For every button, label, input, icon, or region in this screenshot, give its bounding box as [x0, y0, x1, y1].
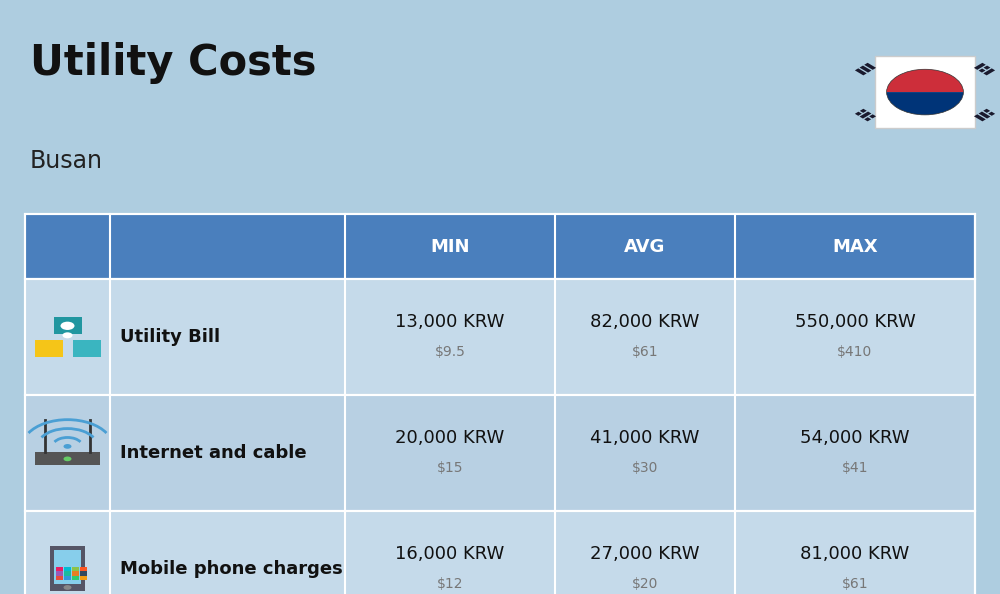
Text: $61: $61 — [632, 345, 658, 359]
Bar — [25, 511, 975, 594]
Bar — [80, 576, 87, 580]
Circle shape — [62, 332, 73, 339]
Bar — [35, 340, 63, 356]
Text: 16,000 KRW: 16,000 KRW — [395, 545, 505, 563]
Text: $12: $12 — [437, 577, 463, 591]
Bar — [56, 571, 63, 576]
Bar — [80, 567, 87, 571]
Circle shape — [64, 456, 72, 461]
Bar — [869, 114, 876, 118]
Circle shape — [64, 585, 72, 590]
Bar — [860, 109, 867, 113]
Text: MAX: MAX — [832, 238, 878, 255]
Bar — [979, 112, 990, 119]
Bar — [983, 68, 995, 75]
Bar — [864, 117, 871, 121]
Bar — [54, 317, 82, 334]
Text: Utility Bill: Utility Bill — [120, 328, 220, 346]
Text: $30: $30 — [632, 461, 658, 475]
Text: 81,000 KRW: 81,000 KRW — [800, 545, 910, 563]
Text: 82,000 KRW: 82,000 KRW — [590, 313, 700, 331]
Text: 27,000 KRW: 27,000 KRW — [590, 545, 700, 563]
Text: 20,000 KRW: 20,000 KRW — [395, 429, 505, 447]
Bar — [64, 576, 71, 580]
Bar — [72, 576, 79, 580]
Bar — [72, 567, 79, 571]
Wedge shape — [887, 69, 963, 92]
FancyBboxPatch shape — [875, 56, 975, 128]
Circle shape — [64, 444, 72, 449]
Bar — [860, 112, 871, 119]
Bar — [72, 571, 79, 576]
Bar — [25, 279, 975, 395]
Bar — [855, 112, 862, 116]
Bar — [984, 65, 990, 69]
Bar — [864, 63, 876, 70]
Bar — [974, 114, 986, 121]
Bar — [974, 63, 986, 70]
Bar — [50, 546, 85, 591]
Text: $61: $61 — [842, 577, 868, 591]
Circle shape — [915, 98, 935, 109]
Bar — [855, 68, 867, 75]
Bar — [25, 395, 975, 511]
Bar — [56, 567, 63, 571]
Bar — [64, 567, 71, 571]
Bar — [983, 109, 990, 113]
Bar — [860, 65, 871, 72]
Text: $9.5: $9.5 — [435, 345, 465, 359]
Bar — [979, 68, 986, 72]
Text: Busan: Busan — [30, 148, 103, 172]
Text: 550,000 KRW: 550,000 KRW — [795, 313, 915, 331]
Bar — [988, 112, 995, 116]
Bar — [56, 576, 63, 580]
Text: $15: $15 — [437, 461, 463, 475]
Bar — [25, 214, 975, 279]
Text: Internet and cable: Internet and cable — [120, 444, 307, 462]
Text: $41: $41 — [842, 461, 868, 475]
Text: MIN: MIN — [430, 238, 470, 255]
Wedge shape — [887, 92, 963, 115]
Bar — [35, 453, 100, 466]
Bar — [73, 340, 101, 356]
Bar — [80, 571, 87, 576]
Text: $20: $20 — [632, 577, 658, 591]
Bar — [54, 550, 81, 584]
Text: Utility Costs: Utility Costs — [30, 42, 316, 84]
Text: 41,000 KRW: 41,000 KRW — [590, 429, 700, 447]
Bar — [64, 571, 71, 576]
Circle shape — [915, 75, 935, 86]
Text: AVG: AVG — [624, 238, 666, 255]
Text: 54,000 KRW: 54,000 KRW — [800, 429, 910, 447]
Text: Mobile phone charges: Mobile phone charges — [120, 560, 343, 578]
Circle shape — [60, 321, 74, 330]
Text: 13,000 KRW: 13,000 KRW — [395, 313, 505, 331]
Text: $410: $410 — [837, 345, 873, 359]
